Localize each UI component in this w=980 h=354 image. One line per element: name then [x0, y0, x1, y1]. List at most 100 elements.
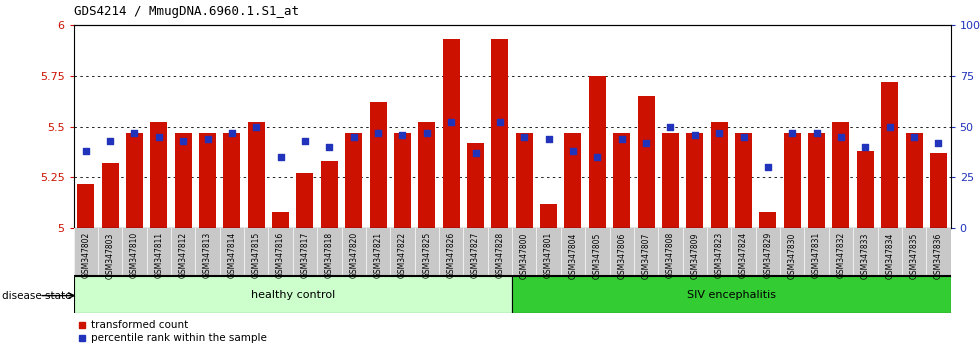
Bar	[832, 122, 850, 228]
Bar	[345, 133, 363, 228]
Bar	[760, 212, 776, 228]
Text: GSM347827: GSM347827	[471, 232, 480, 278]
Text: GSM347801: GSM347801	[544, 232, 553, 278]
Text: GSM347813: GSM347813	[203, 232, 212, 278]
Text: GSM347820: GSM347820	[349, 232, 358, 278]
Text: GSM347833: GSM347833	[860, 232, 870, 279]
Bar	[248, 122, 265, 228]
Text: GDS4214 / MmugDNA.6960.1.S1_at: GDS4214 / MmugDNA.6960.1.S1_at	[74, 5, 299, 18]
Point	[200, 136, 216, 142]
Text: GSM347803: GSM347803	[106, 232, 115, 279]
Point	[784, 130, 800, 136]
Text: GSM347825: GSM347825	[422, 232, 431, 278]
Point	[516, 134, 532, 139]
Bar	[589, 76, 606, 228]
Text: GSM347814: GSM347814	[227, 232, 236, 278]
Point	[272, 154, 288, 160]
Bar	[443, 39, 460, 228]
Bar	[930, 153, 947, 228]
Bar	[857, 151, 874, 228]
Bar	[512, 276, 951, 313]
Text: GSM347823: GSM347823	[714, 232, 723, 278]
Bar	[174, 133, 192, 228]
Text: GSM347817: GSM347817	[301, 232, 310, 278]
Point	[882, 124, 898, 130]
Point	[175, 138, 191, 144]
Text: GSM347811: GSM347811	[154, 232, 164, 278]
Bar	[150, 122, 168, 228]
Point	[638, 140, 654, 145]
Text: GSM347818: GSM347818	[324, 232, 334, 278]
Bar	[125, 133, 143, 228]
Bar	[223, 133, 240, 228]
Text: GSM347804: GSM347804	[568, 232, 577, 279]
Bar	[491, 39, 509, 228]
Point	[565, 148, 581, 154]
Point	[77, 148, 93, 154]
Bar	[784, 133, 801, 228]
Point	[297, 138, 313, 144]
Text: GSM347805: GSM347805	[593, 232, 602, 279]
Point	[687, 132, 703, 138]
Bar	[662, 133, 679, 228]
Bar	[686, 133, 704, 228]
Point	[858, 144, 873, 150]
Point	[346, 134, 362, 139]
Bar	[467, 143, 484, 228]
Bar	[515, 133, 533, 228]
Text: GSM347831: GSM347831	[812, 232, 821, 278]
Text: GSM347816: GSM347816	[276, 232, 285, 278]
Point	[443, 120, 459, 125]
Point	[736, 134, 752, 139]
Text: GSM347829: GSM347829	[763, 232, 772, 278]
Bar	[77, 184, 94, 228]
Text: GSM347828: GSM347828	[495, 232, 505, 278]
Bar	[906, 133, 922, 228]
Point	[492, 120, 508, 125]
Text: GSM347808: GSM347808	[666, 232, 675, 278]
Point	[808, 130, 824, 136]
Text: GSM347807: GSM347807	[642, 232, 651, 279]
Text: GSM347815: GSM347815	[252, 232, 261, 278]
Point	[541, 136, 557, 142]
Text: GSM347806: GSM347806	[617, 232, 626, 279]
Bar	[564, 133, 581, 228]
Text: GSM347835: GSM347835	[909, 232, 918, 279]
Text: GSM347826: GSM347826	[447, 232, 456, 278]
Text: GSM347809: GSM347809	[690, 232, 700, 279]
Point	[662, 124, 678, 130]
Bar	[881, 82, 899, 228]
Point	[760, 165, 776, 170]
Bar	[74, 276, 512, 313]
Bar	[613, 133, 630, 228]
Point	[321, 144, 337, 150]
Point	[370, 130, 386, 136]
Point	[931, 140, 947, 145]
Text: GSM347824: GSM347824	[739, 232, 748, 278]
Bar	[272, 212, 289, 228]
Point	[395, 132, 411, 138]
Text: GSM347800: GSM347800	[519, 232, 529, 279]
Text: GSM347822: GSM347822	[398, 232, 407, 278]
Text: SIV encephalitis: SIV encephalitis	[687, 290, 776, 300]
Text: disease state: disease state	[2, 291, 72, 301]
Point	[151, 134, 167, 139]
Point	[418, 130, 434, 136]
Bar	[710, 122, 728, 228]
Bar	[102, 163, 119, 228]
Point	[467, 150, 483, 156]
Bar	[418, 122, 435, 228]
Bar	[320, 161, 338, 228]
Text: GSM347802: GSM347802	[81, 232, 90, 278]
Bar	[199, 133, 216, 228]
Bar	[638, 96, 655, 228]
Text: GSM347812: GSM347812	[178, 232, 187, 278]
Bar	[369, 102, 386, 228]
Text: GSM347836: GSM347836	[934, 232, 943, 279]
Point	[102, 138, 118, 144]
Point	[613, 136, 629, 142]
Text: GSM347832: GSM347832	[837, 232, 846, 278]
Point	[590, 154, 606, 160]
Text: healthy control: healthy control	[251, 290, 335, 300]
Bar	[394, 133, 411, 228]
